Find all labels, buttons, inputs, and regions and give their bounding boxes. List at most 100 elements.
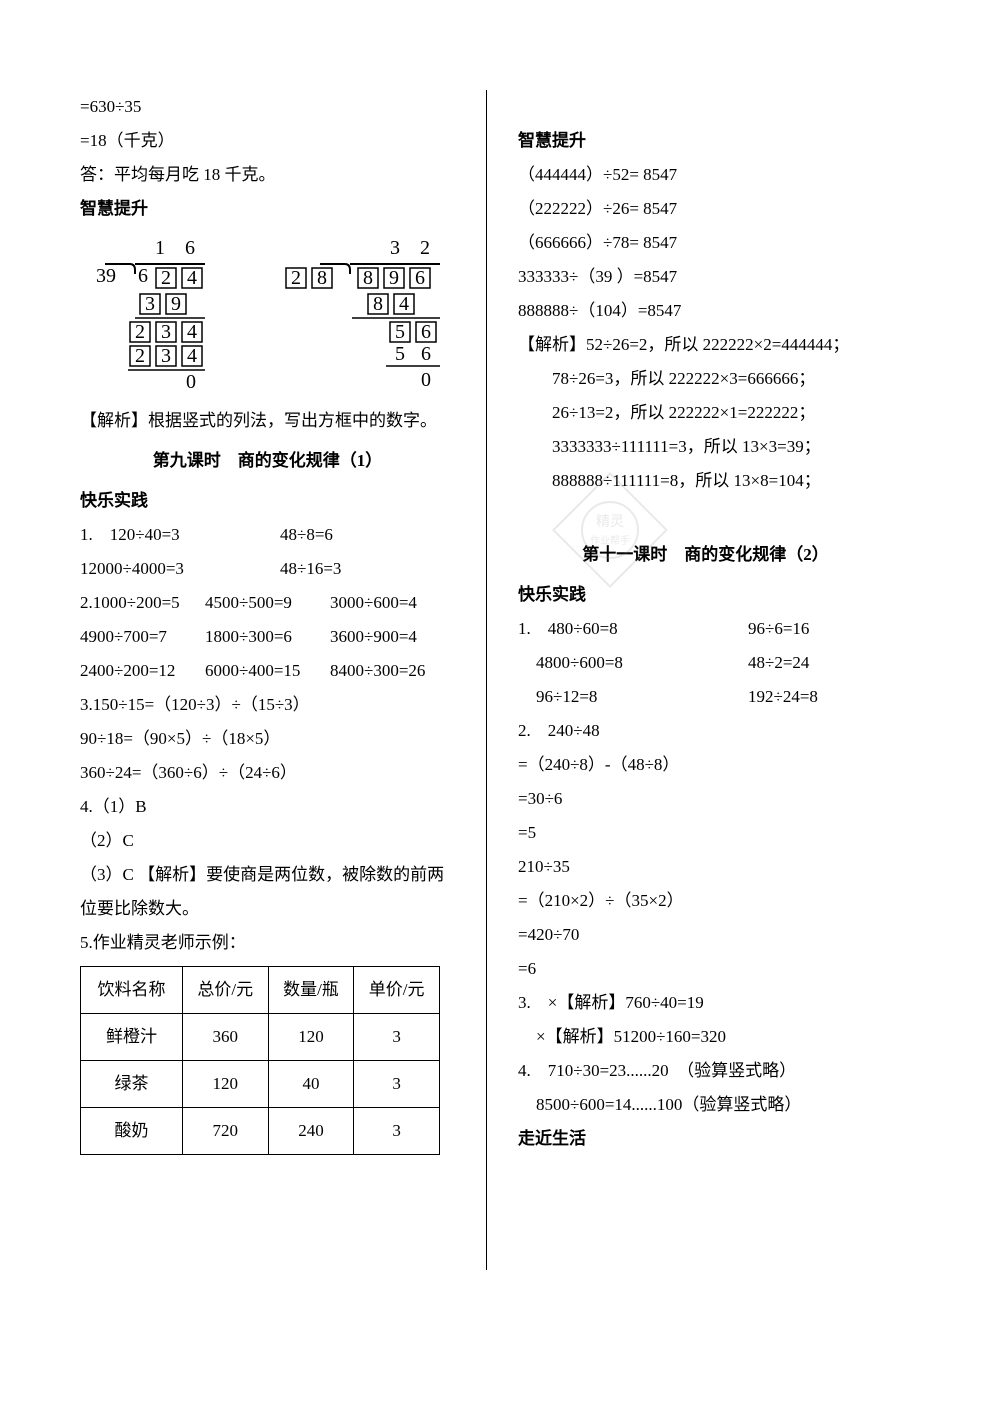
- q4-line: （2）C: [80, 824, 455, 858]
- svg-text:9: 9: [171, 293, 181, 315]
- th: 总价/元: [182, 967, 268, 1014]
- td: 3: [354, 1108, 440, 1155]
- section-heading: 智慧提升: [518, 124, 893, 158]
- text-line: （444444）÷52= 8547: [518, 158, 893, 192]
- td: 40: [268, 1061, 354, 1108]
- td: 酸奶: [81, 1108, 183, 1155]
- svg-text:0: 0: [186, 371, 196, 393]
- q1-row: 1. 480÷60=8 96÷6=16: [518, 612, 893, 646]
- section-heading: 快乐实践: [518, 578, 893, 612]
- th: 数量/瓶: [268, 967, 354, 1014]
- left-column: =630÷35 =18（千克） 答：平均每月吃 18 千克。 智慧提升 16 3…: [80, 90, 460, 1270]
- expr: 1. 120÷40=3: [80, 518, 280, 552]
- svg-text:8: 8: [317, 267, 327, 289]
- expr: 48÷8=6: [280, 518, 333, 552]
- svg-text:2: 2: [420, 237, 430, 259]
- table-row: 鲜橙汁 360 120 3: [81, 1014, 440, 1061]
- svg-text:3: 3: [390, 237, 400, 259]
- expr: 48÷16=3: [280, 552, 341, 586]
- text-line: （666666）÷78= 8547: [518, 226, 893, 260]
- svg-text:5: 5: [395, 343, 405, 365]
- q2-line: =6: [518, 952, 893, 986]
- page: =630÷35 =18（千克） 答：平均每月吃 18 千克。 智慧提升 16 3…: [0, 0, 1000, 1413]
- analysis-text: 3333333÷111111=3，所以 13×3=39；: [518, 430, 893, 464]
- expr: 4500÷500=9: [205, 586, 330, 620]
- th: 单价/元: [354, 967, 440, 1014]
- q2-line: =5: [518, 816, 893, 850]
- section-heading: 智慧提升: [80, 192, 455, 226]
- analysis-text: 26÷13=2，所以 222222×1=222222；: [518, 396, 893, 430]
- svg-text:6: 6: [185, 237, 195, 259]
- td: 240: [268, 1108, 354, 1155]
- right-column: 智慧提升 （444444）÷52= 8547 （222222）÷26= 8547…: [513, 90, 893, 1270]
- svg-text:2: 2: [135, 345, 145, 367]
- q3-line: 90÷18=（90×5）÷（18×5）: [80, 722, 455, 756]
- th: 饮料名称: [81, 967, 183, 1014]
- table-header-row: 饮料名称 总价/元 数量/瓶 单价/元: [81, 967, 440, 1014]
- expr: 2400÷200=12: [80, 654, 205, 688]
- q2-row: 2400÷200=12 6000÷400=15 8400÷300=26: [80, 654, 455, 688]
- text-line: 333333÷（39 ）=8547: [518, 260, 893, 294]
- q2-line: 210÷35: [518, 850, 893, 884]
- q4-line: （3）C 【解析】要使商是两位数，被除数的前两位要比除数大。: [80, 858, 455, 926]
- expr: 3600÷900=4: [330, 620, 455, 654]
- q2-line: =30÷6: [518, 782, 893, 816]
- q5-label: 5.作业精灵老师示例：: [80, 926, 455, 960]
- td: 绿茶: [81, 1061, 183, 1108]
- q2-line: =420÷70: [518, 918, 893, 952]
- td: 3: [354, 1061, 440, 1108]
- expr: 96÷12=8: [518, 680, 748, 714]
- q2-row: 2.1000÷200=5 4500÷500=9 3000÷600=4: [80, 586, 455, 620]
- td: 360: [182, 1014, 268, 1061]
- q3-line: 3.150÷15=（120÷3）÷（15÷3）: [80, 688, 455, 722]
- q2-row: 4900÷700=7 1800÷300=6 3600÷900=4: [80, 620, 455, 654]
- q4-line: 8500÷600=14......100（验算竖式略）: [518, 1088, 893, 1122]
- analysis-text: 【解析】根据竖式的列法，写出方框中的数字。: [80, 404, 455, 438]
- expr: 1. 480÷60=8: [518, 612, 748, 646]
- q4-line: 4.（1）B: [80, 790, 455, 824]
- expr: 48÷2=24: [748, 646, 809, 680]
- expr: 96÷6=16: [748, 612, 809, 646]
- q1-row: 1. 120÷40=3 48÷8=6: [80, 518, 455, 552]
- expr: 12000÷4000=3: [80, 552, 280, 586]
- td: 120: [268, 1014, 354, 1061]
- section-heading: 快乐实践: [80, 484, 455, 518]
- q3-line: 360÷24=（360÷6）÷（24÷6）: [80, 756, 455, 790]
- column-divider: [486, 90, 487, 1270]
- text-line: =18（千克）: [80, 124, 455, 158]
- expr: 4900÷700=7: [80, 620, 205, 654]
- svg-text:4: 4: [187, 321, 197, 343]
- q3-line: ×【解析】51200÷160=320: [518, 1020, 893, 1054]
- q2-line: =（210×2）÷（35×2）: [518, 884, 893, 918]
- svg-text:39: 39: [96, 265, 116, 287]
- q3-line: 3. ×【解析】760÷40=19: [518, 986, 893, 1020]
- svg-text:5: 5: [395, 321, 405, 343]
- expr: 2.1000÷200=5: [80, 586, 205, 620]
- svg-text:3: 3: [161, 345, 171, 367]
- svg-text:6: 6: [421, 343, 431, 365]
- two-column-layout: =630÷35 =18（千克） 答：平均每月吃 18 千克。 智慧提升 16 3…: [80, 90, 970, 1270]
- text-line: （222222）÷26= 8547: [518, 192, 893, 226]
- lesson-title: 第十一课时 商的变化规律（2）: [518, 538, 893, 572]
- svg-text:8: 8: [363, 267, 373, 289]
- svg-text:4: 4: [187, 345, 197, 367]
- td: 鲜橙汁: [81, 1014, 183, 1061]
- svg-text:6: 6: [138, 265, 148, 287]
- expr: 6000÷400=15: [205, 654, 330, 688]
- analysis-text: 888888÷111111=8，所以 13×8=104；: [518, 464, 893, 498]
- td: 120: [182, 1061, 268, 1108]
- lesson-title: 第九课时 商的变化规律（1）: [80, 444, 455, 478]
- svg-text:4: 4: [399, 293, 409, 315]
- long-division-figures: 16 39 6 2 4 3 9 2 3 4 2 3: [90, 234, 455, 394]
- q2-line: =（240÷8）-（48÷8）: [518, 748, 893, 782]
- svg-text:2: 2: [135, 321, 145, 343]
- svg-text:3: 3: [145, 293, 155, 315]
- table-row: 酸奶 720 240 3: [81, 1108, 440, 1155]
- expr: 192÷24=8: [748, 680, 818, 714]
- svg-text:9: 9: [389, 267, 399, 289]
- svg-text:0: 0: [421, 369, 431, 391]
- text-line: 888888÷（104）=8547: [518, 294, 893, 328]
- expr: 8400÷300=26: [330, 654, 455, 688]
- svg-text:6: 6: [421, 321, 431, 343]
- td: 3: [354, 1014, 440, 1061]
